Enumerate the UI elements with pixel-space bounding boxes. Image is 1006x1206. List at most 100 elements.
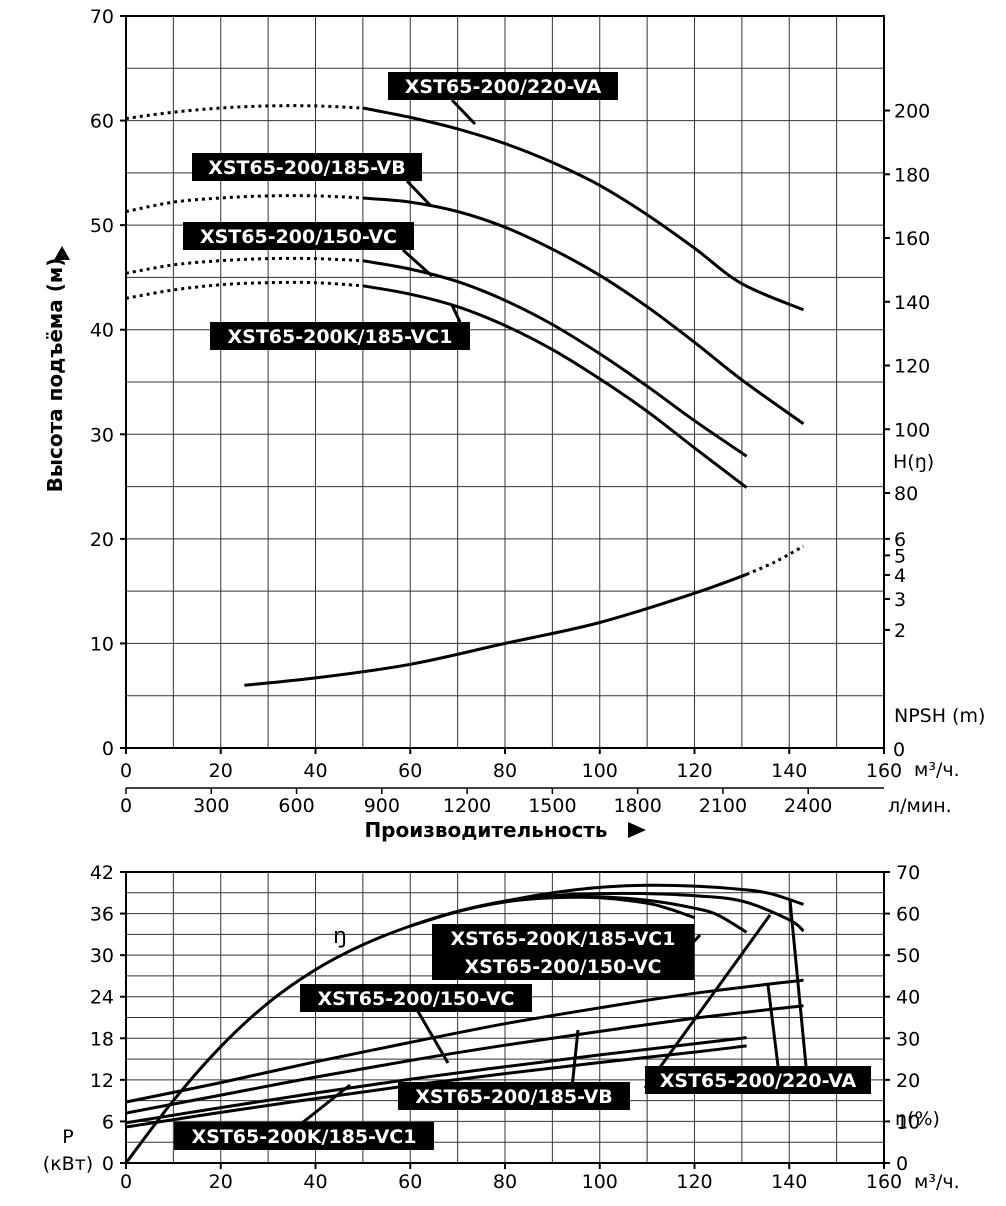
efficiency-tick-label: 50	[896, 945, 920, 967]
label-text: XST65-200/150-VC	[464, 956, 661, 978]
y-tick-label: 10	[90, 633, 114, 655]
head-axis-title-arrow-icon	[54, 246, 70, 260]
power-axis-title-unit: (кВт)	[43, 1153, 93, 1175]
label-leader-line	[405, 179, 432, 207]
label-box	[183, 222, 414, 250]
series-label-xst65-200-185-vb: XST65-200/185-VB	[192, 153, 432, 207]
y-tick-label: 30	[90, 424, 114, 446]
x2-tick-label: 600	[278, 795, 314, 817]
x-tick-label: 60	[398, 760, 422, 782]
label-text: XST65-200K/185-VC1	[451, 928, 676, 950]
label-text: XST65-200/150-VC	[200, 226, 397, 248]
curve-xst65-200k-185-vc1-efficiency	[409, 894, 748, 934]
x2-tick-label: 1800	[613, 795, 661, 817]
x2-tick-label: 2400	[784, 795, 832, 817]
label-text: XST65-200/150-VC	[317, 988, 514, 1010]
curve-xst65-200-150-vc-power	[125, 1036, 747, 1125]
x-unit-lmin: л/мин.	[888, 795, 952, 817]
curve-xst65-200-150-vc-head-dashed	[125, 256, 363, 275]
right-npsh-tick-label: 6	[894, 529, 906, 551]
power-series-label-xst65-200-150-vc: XST65-200/150-VC	[432, 952, 694, 980]
x-tick-label: 160	[866, 760, 902, 782]
x-tick-label: 0	[120, 760, 132, 782]
power-tick-label: 36	[90, 904, 114, 926]
power-tick-label: 24	[90, 987, 114, 1009]
power-chart-curves	[124, 883, 805, 1164]
curve-npsh	[244, 572, 748, 687]
efficiency-axis-title: ŋ(%)	[895, 1108, 940, 1130]
label-leader-line	[643, 914, 772, 1089]
label-text: XST65-200/185-VB	[208, 157, 406, 179]
curve-xst65-200-150-vc-head	[362, 259, 748, 458]
label-box	[432, 952, 694, 980]
power-tick-label: 0	[102, 1153, 114, 1175]
power-x-tick-label: 100	[582, 1171, 618, 1193]
label-leader-line	[450, 304, 462, 323]
curve-xst65-200-185-vb-power	[125, 1004, 804, 1115]
efficiency-tick-label: 70	[896, 862, 920, 884]
label-box	[174, 1122, 434, 1150]
label-box	[388, 72, 618, 100]
power-series-label-xst65-200-150-vc: XST65-200/150-VC	[300, 984, 532, 1012]
power-series-label-xst65-200-220-va: XST65-200/220-VA	[645, 1066, 871, 1094]
right-head-tick-label: 120	[894, 356, 930, 378]
power-axis-title-p: P	[62, 1126, 73, 1148]
curve-xst65-200-220-va-head	[362, 106, 805, 312]
power-x-tick-label: 120	[676, 1171, 712, 1193]
power-chart-labels: XST65-200K/185-VC1 XST65-200/150-VC XST65-…	[174, 924, 871, 1150]
head-chart-grid	[126, 16, 884, 748]
head-axis-title: Высота подъёма (м)	[43, 258, 67, 493]
power-series-label-xst65-200k-185-vc1: XST65-200K/185-VC1	[432, 924, 694, 952]
label-box	[210, 322, 470, 350]
efficiency-tick-label: 40	[896, 987, 920, 1009]
power-x-tick-label: 0	[120, 1171, 132, 1193]
label-box	[192, 153, 422, 181]
efficiency-tick-label: 60	[896, 904, 920, 926]
curve-npsh-dashed	[745, 544, 805, 576]
power-x-tick-label: 160	[866, 1171, 902, 1193]
label-leader-line	[570, 1029, 580, 1089]
label-leader-line	[788, 899, 808, 1067]
right-axis-zero: 0	[893, 739, 905, 761]
y-tick-label: 20	[90, 529, 114, 551]
series-label-xst65-200-220-va: XST65-200/220-VA	[388, 72, 618, 126]
efficiency-tick-label: 10	[896, 1111, 920, 1133]
curve-xst65-200k-185-vc1-power	[125, 1044, 747, 1129]
right-head-tick-label: 200	[894, 101, 930, 123]
power-series-label-xst65-200k-185-vc1: XST65-200K/185-VC1	[174, 1122, 434, 1150]
y-tick-label: 70	[90, 6, 114, 28]
y-tick-label: 50	[90, 215, 114, 237]
x-tick-label: 80	[493, 760, 517, 782]
power-chart-ticks: 0 6 12 18 24 30 36 42 0 10 20 30 40 50 60 70 0 20 40 60 80 10…	[90, 862, 920, 1193]
label-leader-line	[766, 984, 780, 1067]
right-head-tick-label: 100	[894, 419, 930, 441]
x2-tick-label: 2100	[699, 795, 747, 817]
label-box	[645, 1066, 871, 1094]
x2-tick-label: 900	[364, 795, 400, 817]
right-npsh-axis-label: NPSH (m)	[894, 705, 985, 727]
power-x-tick-label: 40	[303, 1171, 327, 1193]
label-box	[398, 1082, 630, 1110]
right-head-tick-label: 180	[894, 164, 930, 186]
x-tick-label: 120	[676, 760, 712, 782]
power-chart-leader-lines	[301, 899, 808, 1125]
x-axis-title: Производительность	[364, 818, 607, 842]
curve-xst65-200k-185-vc1-head-dashed	[125, 280, 363, 300]
right-npsh-tick-label: 4	[894, 565, 906, 587]
label-leader-line	[450, 98, 477, 126]
eta-symbol: ŋ	[333, 924, 347, 949]
curve-xst65-200-220-va-head-dashed	[125, 104, 363, 120]
power-x-tick-label: 80	[493, 1171, 517, 1193]
label-leader-line	[301, 1083, 351, 1125]
series-label-xst65-200k-185-vc1: XST65-200K/185-VC1	[210, 304, 470, 350]
efficiency-tick-label: 20	[896, 1070, 920, 1092]
x-tick-label: 100	[582, 760, 618, 782]
power-x-tick-label: 20	[209, 1171, 233, 1193]
curve-xst65-200-185-vb-head	[362, 196, 805, 426]
right-head-tick-label: 80	[894, 483, 918, 505]
power-tick-label: 12	[90, 1070, 114, 1092]
curve-xst65-200-185-vb-head-dashed	[125, 194, 363, 213]
label-text: XST65-200/220-VA	[660, 1070, 857, 1092]
label-box	[432, 924, 694, 952]
